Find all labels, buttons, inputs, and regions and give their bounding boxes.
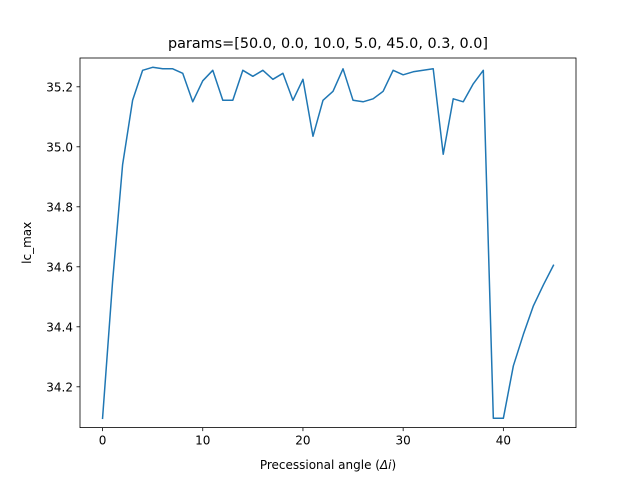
x-tick-label: 20 [295,434,310,448]
y-tick-label: 34.6 [46,260,73,274]
x-tick-label: 0 [99,434,107,448]
axes-frame [79,57,577,429]
y-tick-label: 35.0 [46,140,73,154]
y-tick-label: 35.2 [46,80,73,94]
y-tick-label: 34.2 [46,380,73,394]
x-tick-label: 30 [396,434,411,448]
y-tick-label: 34.8 [46,200,73,214]
y-axis-ticks: 34.2 34.4 34.6 34.8 35.0 35.2 [46,80,80,394]
series-line-0 [101,66,555,420]
y-tick-label: 34.4 [46,320,73,334]
x-tick-label: 40 [496,434,511,448]
series-layer [101,66,555,420]
y-axis-label: lc_max [20,222,34,264]
x-axis-ticks: 0 10 20 30 40 [99,427,511,448]
x-tick-label: 10 [195,434,210,448]
x-axis-label: Precessional angle (Δi) [260,458,396,472]
chart-title: params=[50.0, 0.0, 10.0, 5.0, 45.0, 0.3,… [168,36,488,52]
